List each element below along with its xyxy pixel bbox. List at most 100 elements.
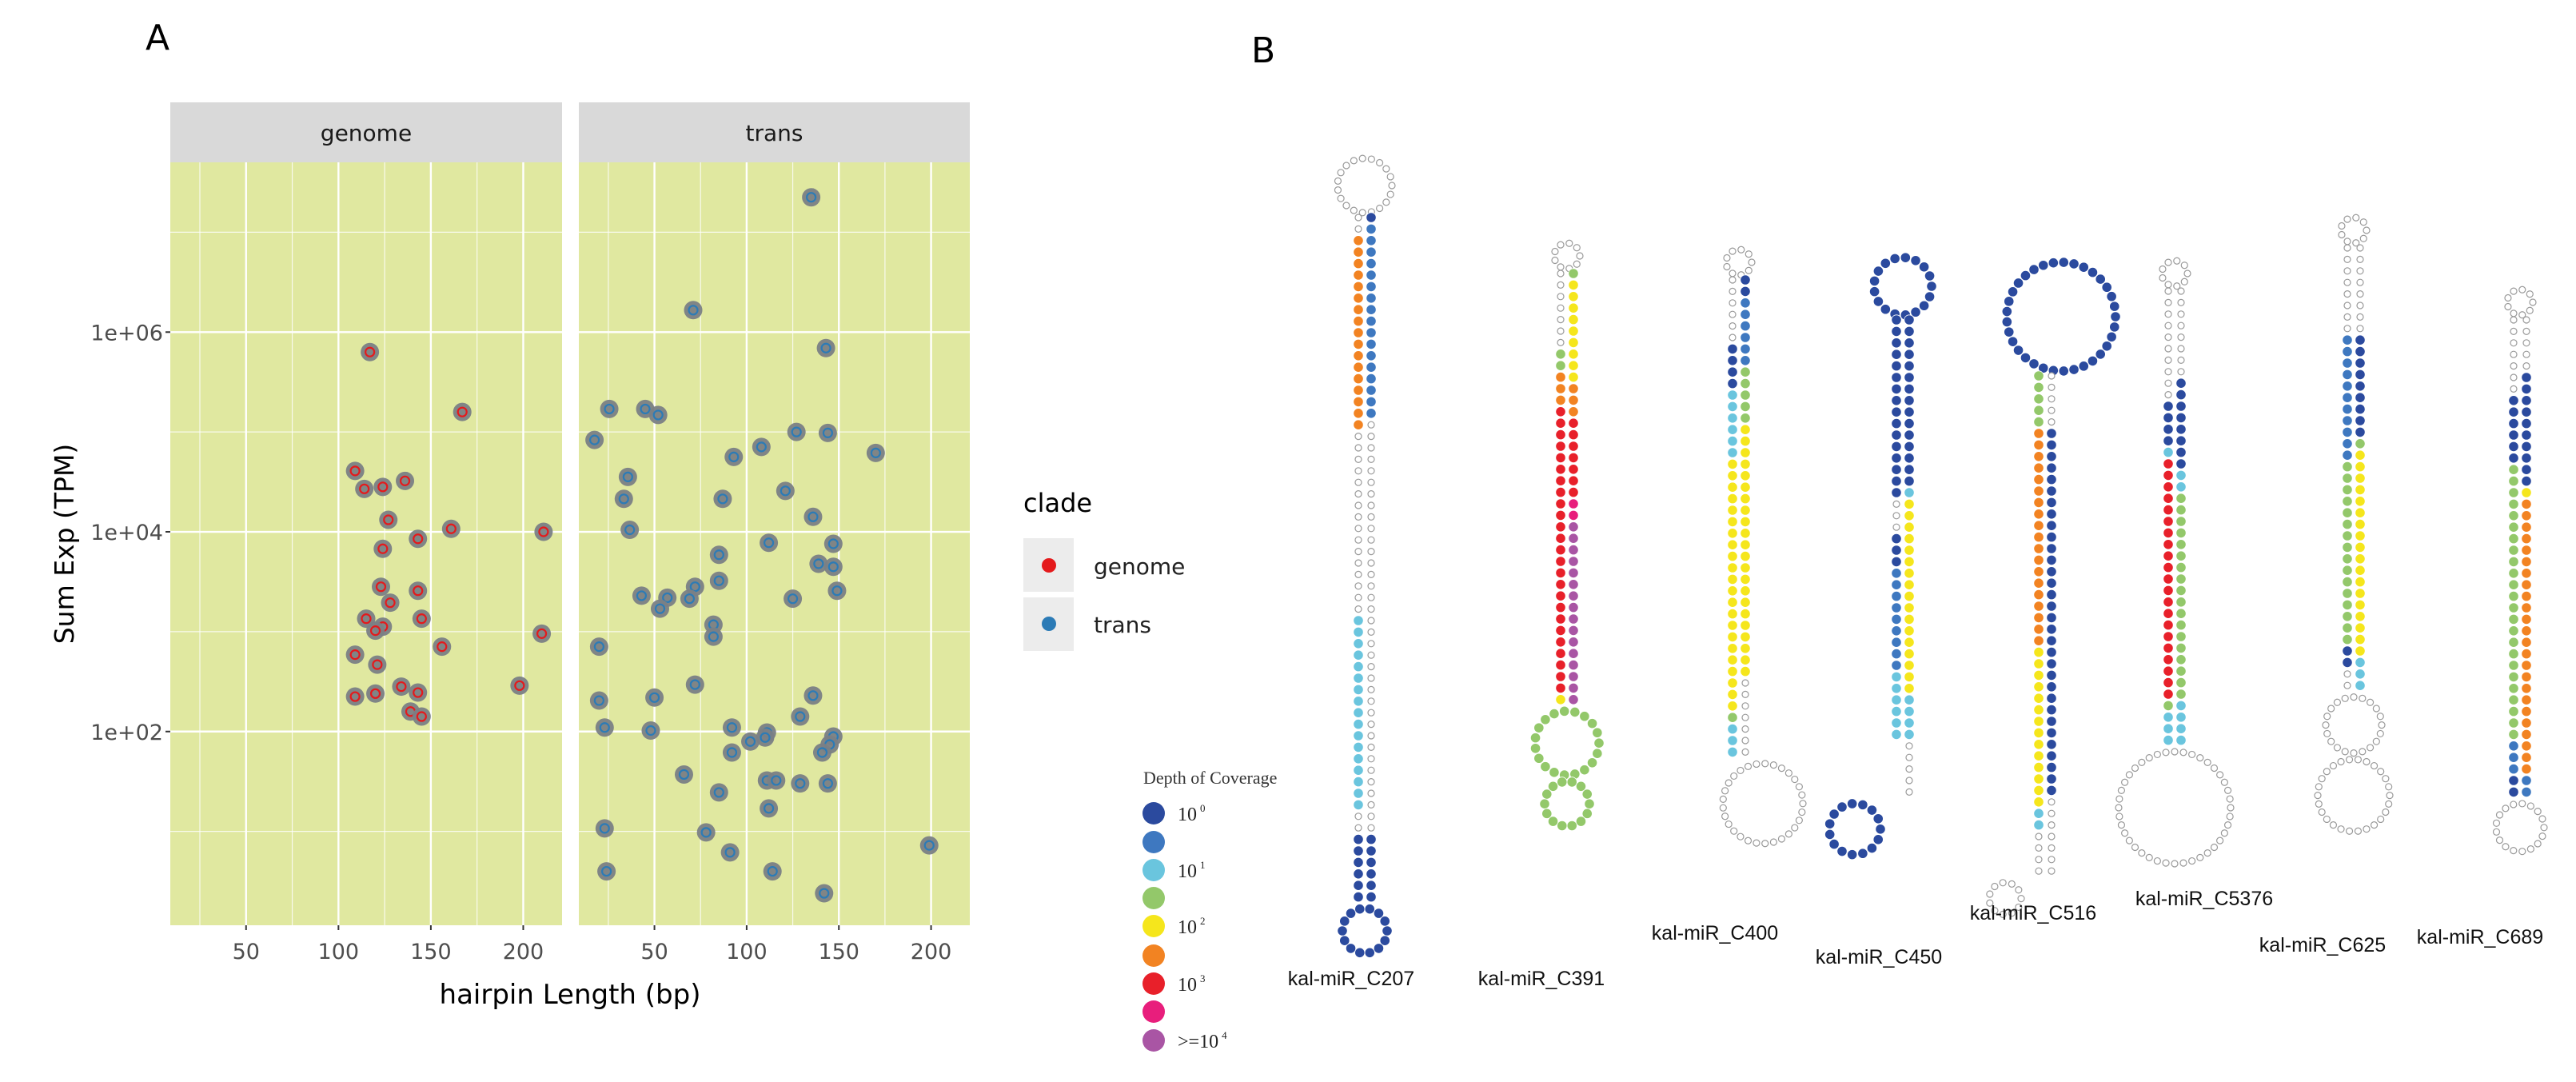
hairpin-kal-mir-c516-bottom-loop-unpaired: [2015, 903, 2023, 912]
hairpin-kal-mir-c400-nucleotide: [1727, 689, 1738, 701]
hairpin-kal-mir-c207-top-loop-unpaired: [1334, 186, 1342, 194]
data-point-ring-trans: [728, 451, 740, 462]
hairpin-kal-mir-c450-nucleotide: [1904, 729, 1915, 741]
hairpin-kal-mir-c400-bottom-loop-unpaired: [1795, 783, 1803, 791]
hairpin-kal-mir-c391-nucleotide: [1555, 406, 1566, 417]
hairpin-kal-mir-c400-bottom-loop-unpaired: [1761, 760, 1769, 768]
legend-title: clade: [1023, 488, 1092, 518]
hairpin-kal-mir-c5376-nucleotide: [2175, 435, 2187, 446]
hairpin-kal-mir-c516-top-loop: [2095, 349, 2106, 360]
hairpin-kal-mir-c450-nucleotide: [1891, 602, 1902, 613]
hairpin-kal-mir-c207-nucleotide: [1366, 270, 1377, 281]
hairpin-kal-mir-c5376-nucleotide: [2163, 677, 2174, 689]
hairpin-kal-mir-c689-nucleotide: [2508, 683, 2519, 694]
hairpin-kal-mir-c516-nucleotide: [2033, 820, 2044, 831]
hairpin-kal-mir-c391-nucleotide: [1568, 601, 1579, 613]
hairpin-kal-mir-c516-nucleotide-unpaired: [2048, 798, 2056, 806]
hairpin-kal-mir-c207-nucleotide-unpaired: [1367, 628, 1375, 637]
hairpin-kal-mir-c625-nucleotide: [2342, 633, 2353, 645]
hairpin-kal-mir-c625-bottom-loop-unpaired: [2363, 757, 2371, 766]
hairpin-kal-mir-c400-bottom-loop-unpaired: [1744, 762, 1753, 770]
hairpin-kal-mir-c689-nucleotide: [2508, 694, 2519, 705]
hairpin-kal-mir-c689-nucleotide-unpaired: [2510, 316, 2518, 324]
hairpin-kal-mir-c450-nucleotide: [1891, 360, 1902, 372]
hairpin-kal-mir-c391-nucleotide: [1568, 337, 1579, 348]
hairpin-kal-mir-c207-nucleotide-unpaired: [1367, 525, 1375, 533]
hairpin-kal-mir-c516-bottom-loop-unpaired: [2008, 909, 2016, 917]
hairpin-kal-mir-c689-nucleotide: [2508, 464, 2519, 475]
hairpin-kal-mir-c391-nucleotide: [1555, 544, 1566, 556]
hairpin-kal-mir-c5376-nucleotide-unpaired: [2164, 298, 2172, 306]
hairpin-kal-mir-c207-nucleotide: [1353, 834, 1364, 845]
hairpin-kal-mir-c207-top-loop-unpaired: [1358, 154, 1366, 162]
hairpin-kal-mir-c450-nucleotide: [1891, 705, 1902, 717]
data-point-ring-trans: [807, 511, 819, 522]
hairpin-kal-mir-c625-nucleotide: [2355, 657, 2366, 669]
x-axis-title: hairpin Length (bp): [440, 979, 701, 1011]
data-point-genome: [345, 645, 365, 665]
hairpin-kal-mir-c400-bottom-loop-unpaired: [1719, 804, 1727, 812]
hairpin-kal-mir-c689-top-loop-unpaired: [2518, 285, 2526, 293]
hairpin-kal-mir-c625-nucleotide-unpaired: [2356, 278, 2364, 286]
hairpin-kal-mir-c207-bottom-loop: [1379, 916, 1390, 927]
hairpin-kal-mir-c400-nucleotide: [1727, 735, 1738, 746]
hairpin-kal-mir-c391-nucleotide: [1568, 694, 1579, 705]
hairpin-kal-mir-c450-nucleotide: [1904, 683, 1915, 694]
hairpin-kal-mir-c400-nucleotide-unpaired: [1741, 748, 1749, 757]
hairpin-kal-mir-c450-nucleotide: [1904, 694, 1915, 705]
hairpin-kal-mir-c207-nucleotide-unpaired: [1367, 697, 1375, 705]
x-tick-label: 100: [726, 940, 768, 964]
hairpin-kal-mir-c516-bottom-loop-unpaired: [2017, 894, 2025, 903]
hairpin-kal-mir-c450-nucleotide: [1891, 325, 1902, 337]
data-point-trans: [597, 862, 616, 881]
hairpin-kal-mir-c400-nucleotide: [1740, 297, 1751, 309]
data-point-ring-trans: [689, 581, 700, 593]
hairpin-kal-mir-c689-nucleotide: [2508, 763, 2519, 775]
data-point-ring-genome: [365, 346, 376, 357]
hairpin-kal-mir-c400-nucleotide: [1727, 447, 1738, 458]
hairpin-kal-mir-c207-nucleotide: [1366, 868, 1377, 880]
scatter-panel-a: genome 50 100 150 200 1e+02 1e+04 1e+06 trans 50 1…: [90, 102, 970, 964]
hairpin-kal-mir-c207-bottom-loop: [1354, 947, 1366, 958]
hairpin-kal-mir-c450-bottom-loop: [1824, 818, 1836, 829]
depth-legend-dot: [1142, 802, 1165, 824]
hairpin-kal-mir-c625-bottom-loop-unpaired: [2366, 698, 2375, 706]
hairpin-kal-mir-c391-bottom-loop: [1581, 808, 1593, 819]
hairpin-kal-mir-c689-nucleotide: [2521, 498, 2532, 510]
hairpin-kal-mir-c516-nucleotide-unpaired: [2048, 809, 2056, 817]
hairpin-kal-mir-c516-top-loop: [2078, 361, 2089, 372]
hairpin-kal-mir-c516-top-loop: [2012, 345, 2024, 356]
hairpin-kal-mir-c391-bottom-loop: [1549, 767, 1560, 778]
hairpin-kal-mir-c625-nucleotide: [2355, 369, 2366, 380]
depth-legend-dot: [1142, 1029, 1165, 1052]
data-point-ring-trans: [726, 722, 738, 733]
hairpin-kal-mir-c207-nucleotide: [1366, 223, 1377, 234]
hairpin-kal-mir-c689-nucleotide-unpaired: [2510, 339, 2518, 347]
hairpin-kal-mir-c207-nucleotide: [1353, 315, 1364, 327]
hairpin-kal-mir-c689-bottom-loop-unpaired: [2534, 840, 2542, 848]
hairpin-kal-mir-c625-nucleotide-unpaired: [2343, 267, 2351, 275]
hairpin-kal-mir-c207-nucleotide: [1366, 212, 1377, 223]
hairpin-kal-mir-c207-nucleotide-unpaired: [1367, 640, 1375, 648]
hairpin-kal-mir-c5376-nucleotide: [2163, 619, 2174, 631]
hairpin-kal-mir-c400-top-loop-unpaired: [1737, 246, 1745, 254]
hairpin-kal-mir-c689-nucleotide: [2521, 383, 2532, 394]
hairpin-kal-mir-c450-nucleotide: [1891, 660, 1902, 671]
hairpin-kal-mir-c400-nucleotide: [1727, 481, 1738, 493]
hairpin-kal-mir-c400-nucleotide: [1727, 608, 1738, 620]
data-point-trans: [680, 589, 699, 609]
hairpin-kal-mir-c400-nucleotide-unpaired: [1729, 333, 1737, 341]
hairpin-kal-mir-c689-nucleotide: [2521, 717, 2532, 729]
hairpin-kal-mir-c516-nucleotide: [2046, 566, 2057, 577]
data-point-trans: [648, 405, 668, 425]
hairpin-kal-mir-c625-nucleotide: [2355, 680, 2366, 691]
hairpin-kal-mir-c625-nucleotide: [2342, 657, 2353, 669]
hairpin-kal-mir-c625-nucleotide: [2355, 426, 2366, 438]
hairpin-kal-mir-c400-nucleotide: [1740, 585, 1751, 597]
hairpin-kal-mir-c625-bottom-loop-unpaired: [2370, 821, 2379, 829]
hairpin-kal-mir-c400-nucleotide: [1727, 458, 1738, 470]
hairpin-kal-mir-c5376-nucleotide: [2175, 597, 2187, 608]
data-point-ring-trans: [870, 447, 881, 458]
hairpin-kal-mir-c5376-bottom-loop-unpaired: [2188, 750, 2196, 759]
hairpin-kal-mir-c207-nucleotide: [1353, 684, 1364, 696]
